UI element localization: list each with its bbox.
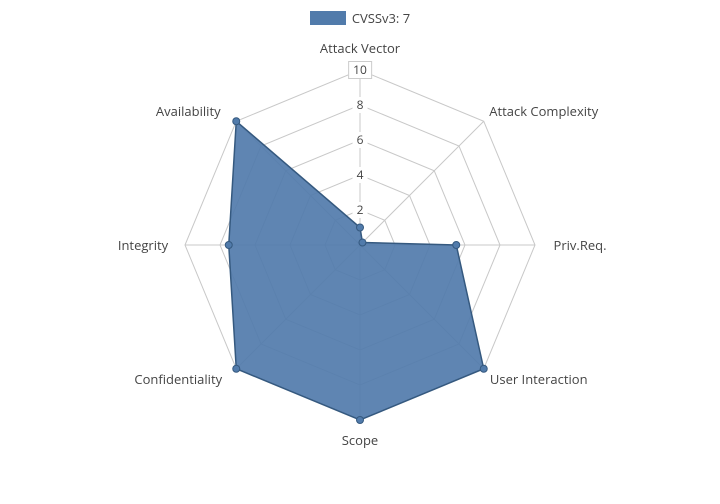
legend-label: CVSSv3: 7	[352, 9, 410, 27]
tick-label: 4	[353, 167, 368, 183]
legend[interactable]: CVSSv3: 7	[0, 0, 720, 30]
axis-label: Attack Vector	[320, 39, 400, 57]
tick-label: 6	[353, 132, 368, 148]
tick-label: 2	[353, 202, 368, 218]
axis-label: Confidentiality	[134, 370, 222, 388]
axis-label: Priv.Req.	[553, 236, 606, 254]
tick-label: 8	[353, 97, 368, 113]
axis-label: Attack Complexity	[489, 102, 598, 120]
axis-label: Availability	[156, 102, 221, 120]
radar-chart: Attack Vector Attack Complexity Priv.Req. U…	[0, 30, 720, 504]
legend-swatch	[310, 11, 346, 25]
axis-label: Scope	[342, 431, 378, 449]
axis-label: Integrity	[118, 236, 168, 254]
tick-label: 10	[348, 61, 372, 79]
axis-label: User Interaction	[490, 370, 588, 388]
